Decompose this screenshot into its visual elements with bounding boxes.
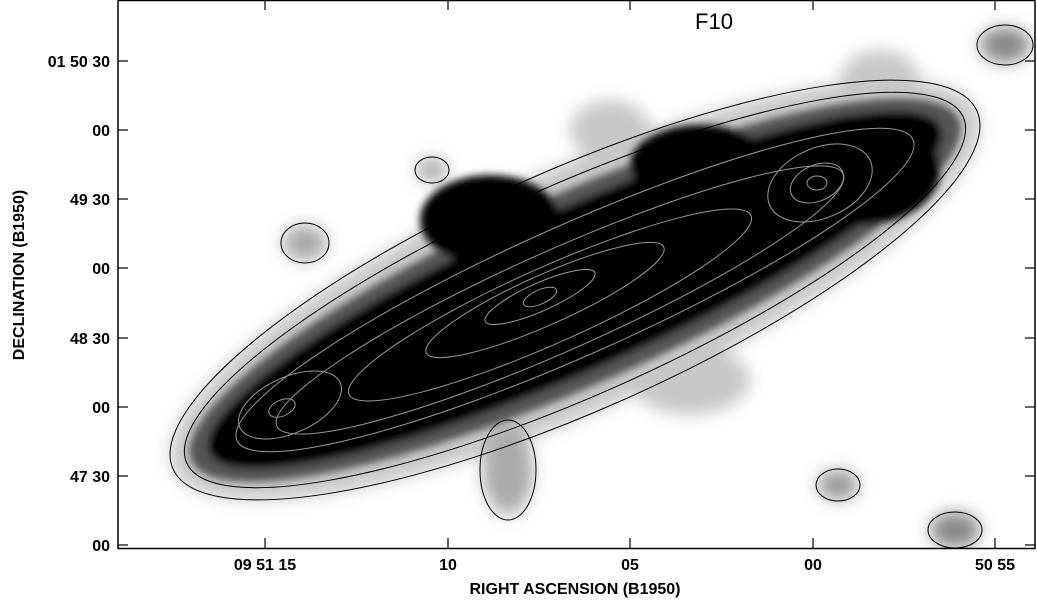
image <box>118 0 1035 548</box>
y-tick-label: 47 30 <box>70 469 110 486</box>
x-tick-label: 09 51 15 <box>234 557 296 574</box>
y-tick-label: 00 <box>92 123 110 140</box>
y-tick-label: 48 30 <box>70 331 110 348</box>
x-tick-label: 00 <box>804 557 822 574</box>
y-tick-label: 00 <box>92 538 110 555</box>
tick-marks <box>118 0 1035 548</box>
y-tick-label: 49 30 <box>70 192 110 209</box>
x-tick-label: 10 <box>439 557 457 574</box>
x-tick-label: 05 <box>621 557 639 574</box>
y-tick-label: 01 50 30 <box>48 54 110 71</box>
x-axis-title: RIGHT ASCENSION (B1950) <box>470 581 681 598</box>
y-axis-title: DECLINATION (B1950) <box>11 190 28 360</box>
y-tick-label: 00 <box>92 400 110 417</box>
panel-label: F10 <box>695 9 733 34</box>
x-tick-label: 50 55 <box>975 557 1015 574</box>
plot-frame <box>117 0 1036 550</box>
y-tick-label: 00 <box>92 261 110 278</box>
